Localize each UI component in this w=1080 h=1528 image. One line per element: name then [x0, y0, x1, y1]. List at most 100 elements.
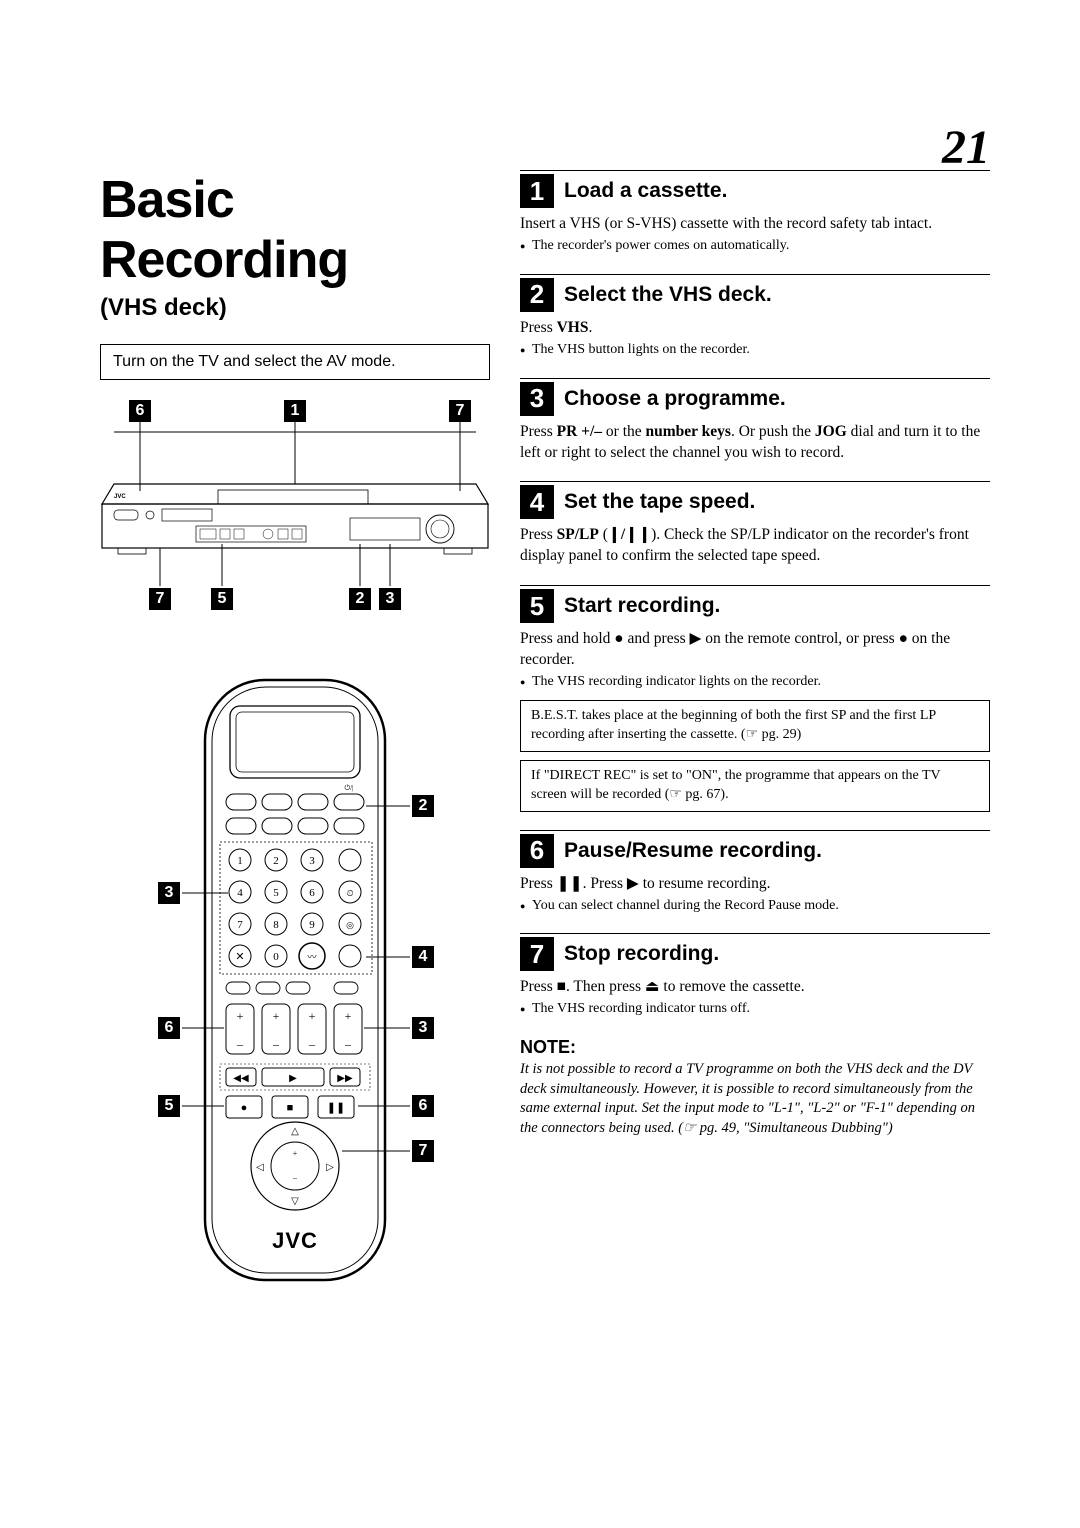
bullet-text: The VHS button lights on the recorder.: [520, 341, 990, 360]
step-text: Press VHS.: [520, 318, 990, 339]
svg-text:●: ●: [241, 1102, 248, 1114]
svg-text:–: –: [272, 1037, 280, 1051]
page-number: 21: [942, 120, 990, 175]
step-body: Press VHS. The VHS button lights on the …: [520, 318, 990, 360]
step: 4 Set the tape speed. Press SP/LP (❙/❙❙)…: [520, 481, 990, 567]
step-text: Insert a VHS (or S-VHS) cassette with th…: [520, 214, 990, 235]
svg-text:△: △: [291, 1126, 299, 1137]
callout-marker: 5: [158, 1095, 180, 1117]
step-text: Press ❚❚. Press ▶ to resume recording.: [520, 874, 990, 895]
step-body: Insert a VHS (or S-VHS) cassette with th…: [520, 214, 990, 256]
svg-text:5: 5: [273, 887, 279, 899]
svg-text:6: 6: [309, 887, 315, 899]
svg-text:+: +: [273, 1009, 280, 1023]
svg-text:–: –: [236, 1037, 244, 1051]
step-text: Press and hold ● and press ▶ on the remo…: [520, 629, 990, 671]
step-number-badge: 1: [520, 174, 554, 208]
step-title: Load a cassette.: [564, 179, 727, 203]
brand-logo: JVC: [100, 1228, 490, 1254]
manual-page: 21 Basic Recording (VHS deck) Turn on th…: [0, 0, 1080, 1376]
right-column: 1 Load a cassette. Insert a VHS (or S-VH…: [520, 170, 990, 1316]
step-number-badge: 4: [520, 485, 554, 519]
svg-text:◀◀: ◀◀: [233, 1073, 249, 1084]
callout-marker: 3: [412, 1017, 434, 1039]
step-number-badge: 2: [520, 278, 554, 312]
step-header: 2 Select the VHS deck.: [520, 274, 990, 312]
svg-text:–: –: [292, 1173, 298, 1182]
info-box: If "DIRECT REC" is set to "ON", the prog…: [520, 760, 990, 812]
step-header: 1 Load a cassette.: [520, 170, 990, 208]
svg-text:–: –: [308, 1037, 316, 1051]
step-header: 7 Stop recording.: [520, 933, 990, 971]
svg-text:0: 0: [273, 951, 279, 963]
svg-text:8: 8: [273, 919, 279, 931]
step-header: 5 Start recording.: [520, 585, 990, 623]
step: 2 Select the VHS deck. Press VHS. The VH…: [520, 274, 990, 360]
svg-text:+: +: [237, 1009, 244, 1023]
svg-text:1: 1: [237, 855, 243, 867]
svg-text:▽: ▽: [291, 1196, 299, 1207]
step-body: Press SP/LP (❙/❙❙). Check the SP/LP indi…: [520, 525, 990, 567]
step-header: 4 Set the tape speed.: [520, 481, 990, 519]
info-box: B.E.S.T. takes place at the beginning of…: [520, 700, 990, 752]
note-body: It is not possible to record a TV progra…: [520, 1060, 990, 1138]
note-heading: NOTE:: [520, 1037, 990, 1058]
step: 7 Stop recording. Press ■. Then press ⏏ …: [520, 933, 990, 1019]
svg-text:❚❚: ❚❚: [327, 1102, 345, 1114]
step-title: Pause/Resume recording.: [564, 839, 822, 863]
step-title: Stop recording.: [564, 942, 719, 966]
step: 3 Choose a programme. Press PR +/– or th…: [520, 378, 990, 464]
step-text: Press PR +/– or the number keys. Or push…: [520, 422, 990, 464]
callout-marker: 3: [379, 588, 401, 610]
step-body: Press and hold ● and press ▶ on the remo…: [520, 629, 990, 811]
svg-text:▷: ▷: [326, 1162, 334, 1173]
remote-svg: ⏻/| 1 2 3 4 5 6 ⏲: [100, 676, 490, 1316]
svg-text:2: 2: [273, 855, 279, 867]
svg-text:JVC: JVC: [114, 494, 126, 500]
svg-text:▶▶: ▶▶: [337, 1073, 353, 1084]
svg-text:◎: ◎: [346, 920, 354, 930]
step-text: Press ■. Then press ⏏ to remove the cass…: [520, 977, 990, 998]
callout-marker: 3: [158, 882, 180, 904]
step-body: Press PR +/– or the number keys. Or push…: [520, 422, 990, 464]
page-subtitle: (VHS deck): [100, 294, 490, 322]
svg-text:+: +: [309, 1009, 316, 1023]
bullet-text: The VHS recording indicator turns off.: [520, 1000, 990, 1019]
step-body: Press ■. Then press ⏏ to remove the cass…: [520, 977, 990, 1019]
svg-text:⏻/|: ⏻/|: [345, 784, 354, 792]
svg-text:9: 9: [309, 919, 315, 931]
callout-marker: 7: [412, 1140, 434, 1162]
svg-text:⏲: ⏲: [346, 888, 353, 898]
svg-text:▶: ▶: [289, 1073, 297, 1084]
callout-marker: 6: [412, 1095, 434, 1117]
step-body: Press ❚❚. Press ▶ to resume recording. Y…: [520, 874, 990, 916]
callout-marker: 7: [449, 400, 471, 422]
step: 6 Pause/Resume recording. Press ❚❚. Pres…: [520, 830, 990, 916]
svg-text:〰: 〰: [307, 952, 316, 962]
callout-marker: 7: [149, 588, 171, 610]
step-title: Start recording.: [564, 594, 720, 618]
vcr-svg: JVC: [100, 396, 490, 616]
content-columns: Basic Recording (VHS deck) Turn on the T…: [100, 170, 990, 1316]
svg-text:✕: ✕: [235, 951, 244, 963]
svg-text:■: ■: [287, 1102, 294, 1114]
step-title: Select the VHS deck.: [564, 283, 772, 307]
svg-text:7: 7: [237, 919, 243, 931]
step-text: Press SP/LP (❙/❙❙). Check the SP/LP indi…: [520, 525, 990, 567]
step-header: 3 Choose a programme.: [520, 378, 990, 416]
step-number-badge: 6: [520, 834, 554, 868]
callout-marker: 2: [349, 588, 371, 610]
callout-marker: 2: [412, 795, 434, 817]
step-title: Choose a programme.: [564, 387, 786, 411]
bullet-text: You can select channel during the Record…: [520, 897, 990, 916]
step: 5 Start recording. Press and hold ● and …: [520, 585, 990, 811]
callout-marker: 6: [129, 400, 151, 422]
bullet-text: The recorder's power comes on automatica…: [520, 237, 990, 256]
remote-diagram: ⏻/| 1 2 3 4 5 6 ⏲: [100, 676, 490, 1316]
svg-text:◁: ◁: [256, 1162, 264, 1173]
callout-marker: 1: [284, 400, 306, 422]
step: 1 Load a cassette. Insert a VHS (or S-VH…: [520, 170, 990, 256]
svg-text:+: +: [345, 1009, 352, 1023]
page-title: Basic Recording: [100, 170, 490, 290]
step-number-badge: 5: [520, 589, 554, 623]
